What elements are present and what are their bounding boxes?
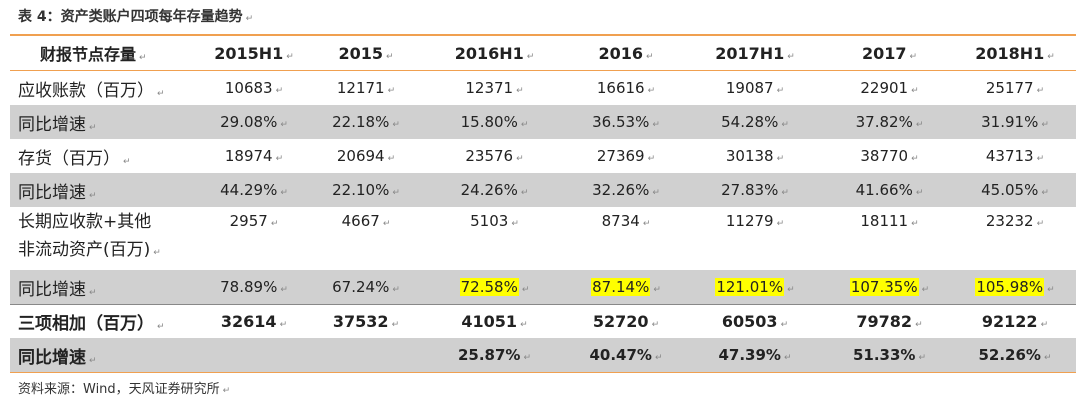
table-cell: 41051 ↵ xyxy=(422,304,567,338)
header-row: 财报节点存量 ↵ 2015H1 ↵ 2015 ↵ 2016H1 ↵ 2016 ↵ 2017… xyxy=(10,34,1076,71)
row-label: 同比增速 ↵ xyxy=(10,173,198,207)
table-cell: 8734 ↵ xyxy=(601,212,651,230)
highlighted-cell: 105.98% ↵ xyxy=(954,270,1076,305)
table-row-total: 三项相加（百万） ↵ 32614 ↵ 37532 ↵ 41051 ↵ 52720 ↵ 60… xyxy=(10,304,1076,338)
table-cell: 11279 ↵ xyxy=(725,212,785,230)
row-label: 存货（百万） ↵ xyxy=(18,148,131,169)
highlight: 121.01% xyxy=(715,278,785,296)
table-cell: 79782 ↵ xyxy=(825,304,954,338)
source-note: 资料来源：Wind，天风证券研究所 ↵ xyxy=(18,382,231,397)
table-cell: 37.82% ↵ xyxy=(825,105,954,139)
table-caption: 表 4：资产类账户四项每年存量趋势 ↵ xyxy=(18,9,254,25)
table-cell: 20694 ↵ xyxy=(336,147,396,165)
table-row: 长期应收款+其他 非流动资产(百万) ↵ 2957 ↵ 4667 ↵ 5103 ↵ 873… xyxy=(10,207,1076,270)
row-label: 长期应收款+其他 非流动资产(百万) ↵ xyxy=(18,212,161,260)
table-cell: 52.26% ↵ xyxy=(954,338,1076,373)
data-table: 财报节点存量 ↵ 2015H1 ↵ 2015 ↵ 2016H1 ↵ 2016 ↵ 2017… xyxy=(10,34,1076,373)
table-cell: 36.53% ↵ xyxy=(567,105,685,139)
header-period: 2015 ↵ xyxy=(310,34,422,71)
table-cell: 32.26% ↵ xyxy=(567,173,685,207)
table-cell: 52720 ↵ xyxy=(567,304,685,338)
header-period: 2016 ↵ xyxy=(567,34,685,71)
highlighted-cell: 121.01% ↵ xyxy=(685,270,825,305)
table-cell: 51.33% ↵ xyxy=(825,338,954,373)
table-row: 存货（百万） ↵ 18974 ↵ 20694 ↵ 23576 ↵ 27369 ↵ 3013… xyxy=(10,139,1076,173)
row-label: 同比增速 ↵ xyxy=(10,105,198,139)
table-row: 同比增速 ↵ 44.29% ↵ 22.10% ↵ 24.26% ↵ 32.26% ↵ 27… xyxy=(10,173,1076,207)
table-cell: 43713 ↵ xyxy=(985,147,1045,165)
header-period: 2015H1 ↵ xyxy=(198,34,310,71)
table-cell: 47.39% ↵ xyxy=(685,338,825,373)
header-period: 2018H1 ↵ xyxy=(954,34,1076,71)
table-cell: 29.08% ↵ xyxy=(198,105,310,139)
highlighted-cell: 87.14% ↵ xyxy=(567,270,685,305)
table-cell: 12371 ↵ xyxy=(465,79,524,97)
table-cell: 60503 ↵ xyxy=(685,304,825,338)
table-cell: 78.89% ↵ xyxy=(198,270,310,305)
table-row: 同比增速 ↵ 29.08% ↵ 22.18% ↵ 15.80% ↵ 36.53% ↵ 54… xyxy=(10,105,1076,139)
table-cell: 22.18% ↵ xyxy=(310,105,422,139)
row-label: 同比增速 ↵ xyxy=(10,338,198,373)
table-row: 同比增速 ↵ 25.87% ↵ 40.47% ↵ 47.39% ↵ 51.33% ↵ 52… xyxy=(10,338,1076,373)
table-cell: 27.83% ↵ xyxy=(685,173,825,207)
highlighted-cell: 107.35% ↵ xyxy=(825,270,954,305)
table-cell: 2957 ↵ xyxy=(229,212,279,230)
table-cell: 22.10% ↵ xyxy=(310,173,422,207)
table-cell: 92122 ↵ xyxy=(954,304,1076,338)
table-cell-empty xyxy=(310,338,422,373)
table-cell: 44.29% ↵ xyxy=(198,173,310,207)
table-cell: 31.91% ↵ xyxy=(954,105,1076,139)
table-row: 同比增速 ↵ 78.89% ↵ 67.24% ↵ 72.58% ↵ 87.14% ↵ 12… xyxy=(10,270,1076,305)
table-cell: 18111 ↵ xyxy=(860,212,919,230)
highlighted-cell: 72.58% ↵ xyxy=(422,270,567,305)
row-label: 同比增速 ↵ xyxy=(10,270,198,305)
table-cell: 41.66% ↵ xyxy=(825,173,954,207)
highlight: 87.14% xyxy=(591,278,651,296)
table-cell: 4667 ↵ xyxy=(341,212,391,230)
table-cell: 37532 ↵ xyxy=(310,304,422,338)
header-period: 2016H1 ↵ xyxy=(422,34,567,71)
row-label: 三项相加（百万） ↵ xyxy=(10,304,198,338)
table-cell: 19087 ↵ xyxy=(725,79,785,97)
highlight: 72.58% xyxy=(459,278,519,296)
table-cell: 15.80% ↵ xyxy=(422,105,567,139)
table-cell: 67.24% ↵ xyxy=(310,270,422,305)
table-cell: 30138 ↵ xyxy=(725,147,785,165)
table-cell: 5103 ↵ xyxy=(470,212,519,230)
table-cell: 40.47% ↵ xyxy=(567,338,685,373)
table-cell: 18974 ↵ xyxy=(224,147,284,165)
table-cell: 38770 ↵ xyxy=(860,147,919,165)
table-cell-empty xyxy=(198,338,310,373)
row-label: 应收账款（百万） ↵ xyxy=(18,80,165,101)
header-label: 财报节点存量 ↵ xyxy=(10,34,198,71)
table-cell: 32614 ↵ xyxy=(198,304,310,338)
table-cell: 22901 ↵ xyxy=(860,79,919,97)
table-cell: 23576 ↵ xyxy=(465,147,524,165)
header-period: 2017H1 ↵ xyxy=(685,34,825,71)
header-period: 2017 ↵ xyxy=(825,34,954,71)
table-row: 应收账款（百万） ↵ 10683 ↵ 12171 ↵ 12371 ↵ 16616 ↵ 19… xyxy=(10,71,1076,106)
table-cell: 45.05% ↵ xyxy=(954,173,1076,207)
table-cell: 54.28% ↵ xyxy=(685,105,825,139)
table-cell: 10683 ↵ xyxy=(224,79,284,97)
table-cell: 16616 ↵ xyxy=(596,79,656,97)
table-cell: 25177 ↵ xyxy=(985,79,1045,97)
table-cell: 23232 ↵ xyxy=(985,212,1045,230)
highlight: 105.98% xyxy=(975,278,1045,296)
highlight: 107.35% xyxy=(849,278,919,296)
table-cell: 12171 ↵ xyxy=(336,79,396,97)
table-cell: 24.26% ↵ xyxy=(422,173,567,207)
table-cell: 25.87% ↵ xyxy=(422,338,567,373)
table-cell: 27369 ↵ xyxy=(596,147,656,165)
